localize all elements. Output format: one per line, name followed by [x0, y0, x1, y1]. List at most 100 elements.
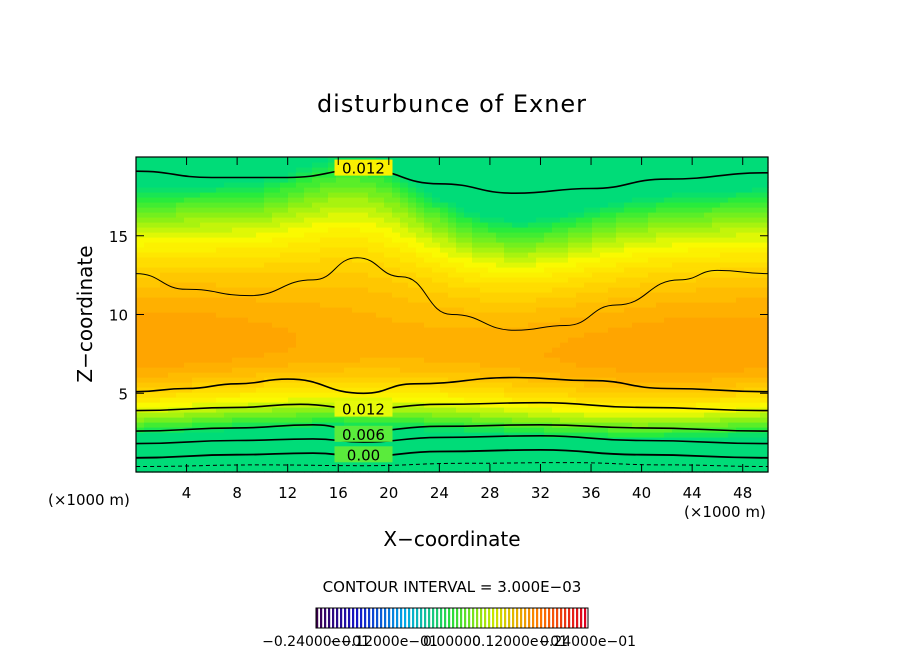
heatmap-cell	[416, 232, 425, 238]
heatmap-cell	[608, 217, 617, 223]
heatmap-cell	[720, 362, 729, 368]
heatmap-cell	[752, 387, 761, 393]
heatmap-cell	[336, 292, 345, 298]
heatmap-cell	[536, 442, 545, 448]
heatmap-cell	[328, 352, 337, 358]
heatmap-cell	[608, 262, 617, 268]
heatmap-cell	[344, 342, 353, 348]
heatmap-cell	[192, 467, 201, 473]
heatmap-cell	[664, 387, 673, 393]
heatmap-cell	[472, 367, 481, 373]
heatmap-cell	[512, 377, 521, 383]
heatmap-cell	[536, 192, 545, 198]
heatmap-cell	[336, 377, 345, 383]
heatmap-cell	[232, 172, 241, 178]
heatmap-cell	[224, 257, 233, 263]
heatmap-cell	[672, 177, 681, 183]
heatmap-cell	[528, 467, 537, 473]
heatmap-cell	[736, 172, 745, 178]
heatmap-cell	[192, 277, 201, 283]
heatmap-cell	[376, 187, 385, 193]
heatmap-cell	[520, 307, 529, 313]
heatmap-cell	[264, 342, 273, 348]
heatmap-cell	[512, 267, 521, 273]
heatmap-cell	[648, 427, 657, 433]
heatmap-cell	[624, 362, 633, 368]
heatmap-cell	[672, 372, 681, 378]
heatmap-cell	[192, 372, 201, 378]
heatmap-cell	[632, 407, 641, 413]
heatmap-cell	[152, 217, 161, 223]
heatmap-cell	[400, 247, 409, 253]
heatmap-cell	[592, 257, 601, 263]
heatmap-cell	[344, 417, 353, 423]
heatmap-cell	[152, 157, 161, 163]
contour-line	[135, 401, 769, 412]
heatmap-cell	[280, 417, 289, 423]
heatmap-cell	[440, 207, 449, 213]
heatmap-cell	[256, 257, 265, 263]
heatmap-cell	[432, 157, 441, 163]
heatmap-cell	[736, 312, 745, 318]
heatmap-cell	[160, 297, 169, 303]
heatmap-cell	[360, 207, 369, 213]
heatmap-cell	[344, 387, 353, 393]
contour-label: 0.00	[347, 446, 380, 464]
heatmap-cell	[288, 232, 297, 238]
heatmap-cell	[552, 242, 561, 248]
heatmap-cell	[696, 332, 705, 338]
heatmap-cell	[632, 412, 641, 418]
heatmap-cell	[480, 332, 489, 338]
heatmap-cell	[136, 462, 145, 468]
heatmap-cell	[384, 342, 393, 348]
heatmap-cell	[688, 407, 697, 413]
heatmap-cell	[760, 352, 769, 358]
heatmap-cell	[416, 397, 425, 403]
heatmap-cell	[320, 392, 329, 398]
heatmap-cell	[528, 297, 537, 303]
heatmap-cell	[376, 352, 385, 358]
heatmap-cell	[296, 327, 305, 333]
heatmap-cell	[232, 312, 241, 318]
heatmap-cell	[672, 232, 681, 238]
heatmap-cell	[208, 157, 217, 163]
heatmap-cell	[536, 262, 545, 268]
heatmap-cell	[536, 187, 545, 193]
heatmap-cell	[760, 162, 769, 168]
heatmap-cell	[152, 287, 161, 293]
heatmap-cell	[744, 187, 753, 193]
heatmap-cell	[592, 197, 601, 203]
heatmap-cell	[440, 267, 449, 273]
heatmap-cell	[640, 362, 649, 368]
heatmap-cell	[656, 222, 665, 228]
heatmap-cell	[328, 237, 337, 243]
heatmap-cell	[488, 362, 497, 368]
heatmap-cell	[448, 397, 457, 403]
heatmap-cell	[600, 277, 609, 283]
heatmap-cell	[528, 272, 537, 278]
heatmap-cell	[400, 222, 409, 228]
heatmap-cell	[688, 427, 697, 433]
heatmap-cell	[704, 447, 713, 453]
heatmap-cell	[624, 302, 633, 308]
heatmap-cell	[464, 462, 473, 468]
heatmap-cell	[320, 317, 329, 323]
heatmap-cell	[424, 287, 433, 293]
heatmap-cell	[720, 417, 729, 423]
heatmap-cell	[664, 227, 673, 233]
heatmap-cell	[368, 367, 377, 373]
heatmap-cell	[576, 322, 585, 328]
heatmap-cell	[688, 207, 697, 213]
heatmap-cell	[280, 427, 289, 433]
heatmap-cell	[616, 227, 625, 233]
heatmap-cell	[528, 252, 537, 258]
heatmap-cell	[304, 412, 313, 418]
heatmap-cell	[696, 217, 705, 223]
heatmap-cell	[664, 287, 673, 293]
heatmap-cell	[456, 207, 465, 213]
heatmap-cell	[656, 172, 665, 178]
heatmap-cell	[584, 162, 593, 168]
heatmap-cell	[464, 347, 473, 353]
heatmap-cell	[736, 392, 745, 398]
heatmap-cell	[176, 197, 185, 203]
